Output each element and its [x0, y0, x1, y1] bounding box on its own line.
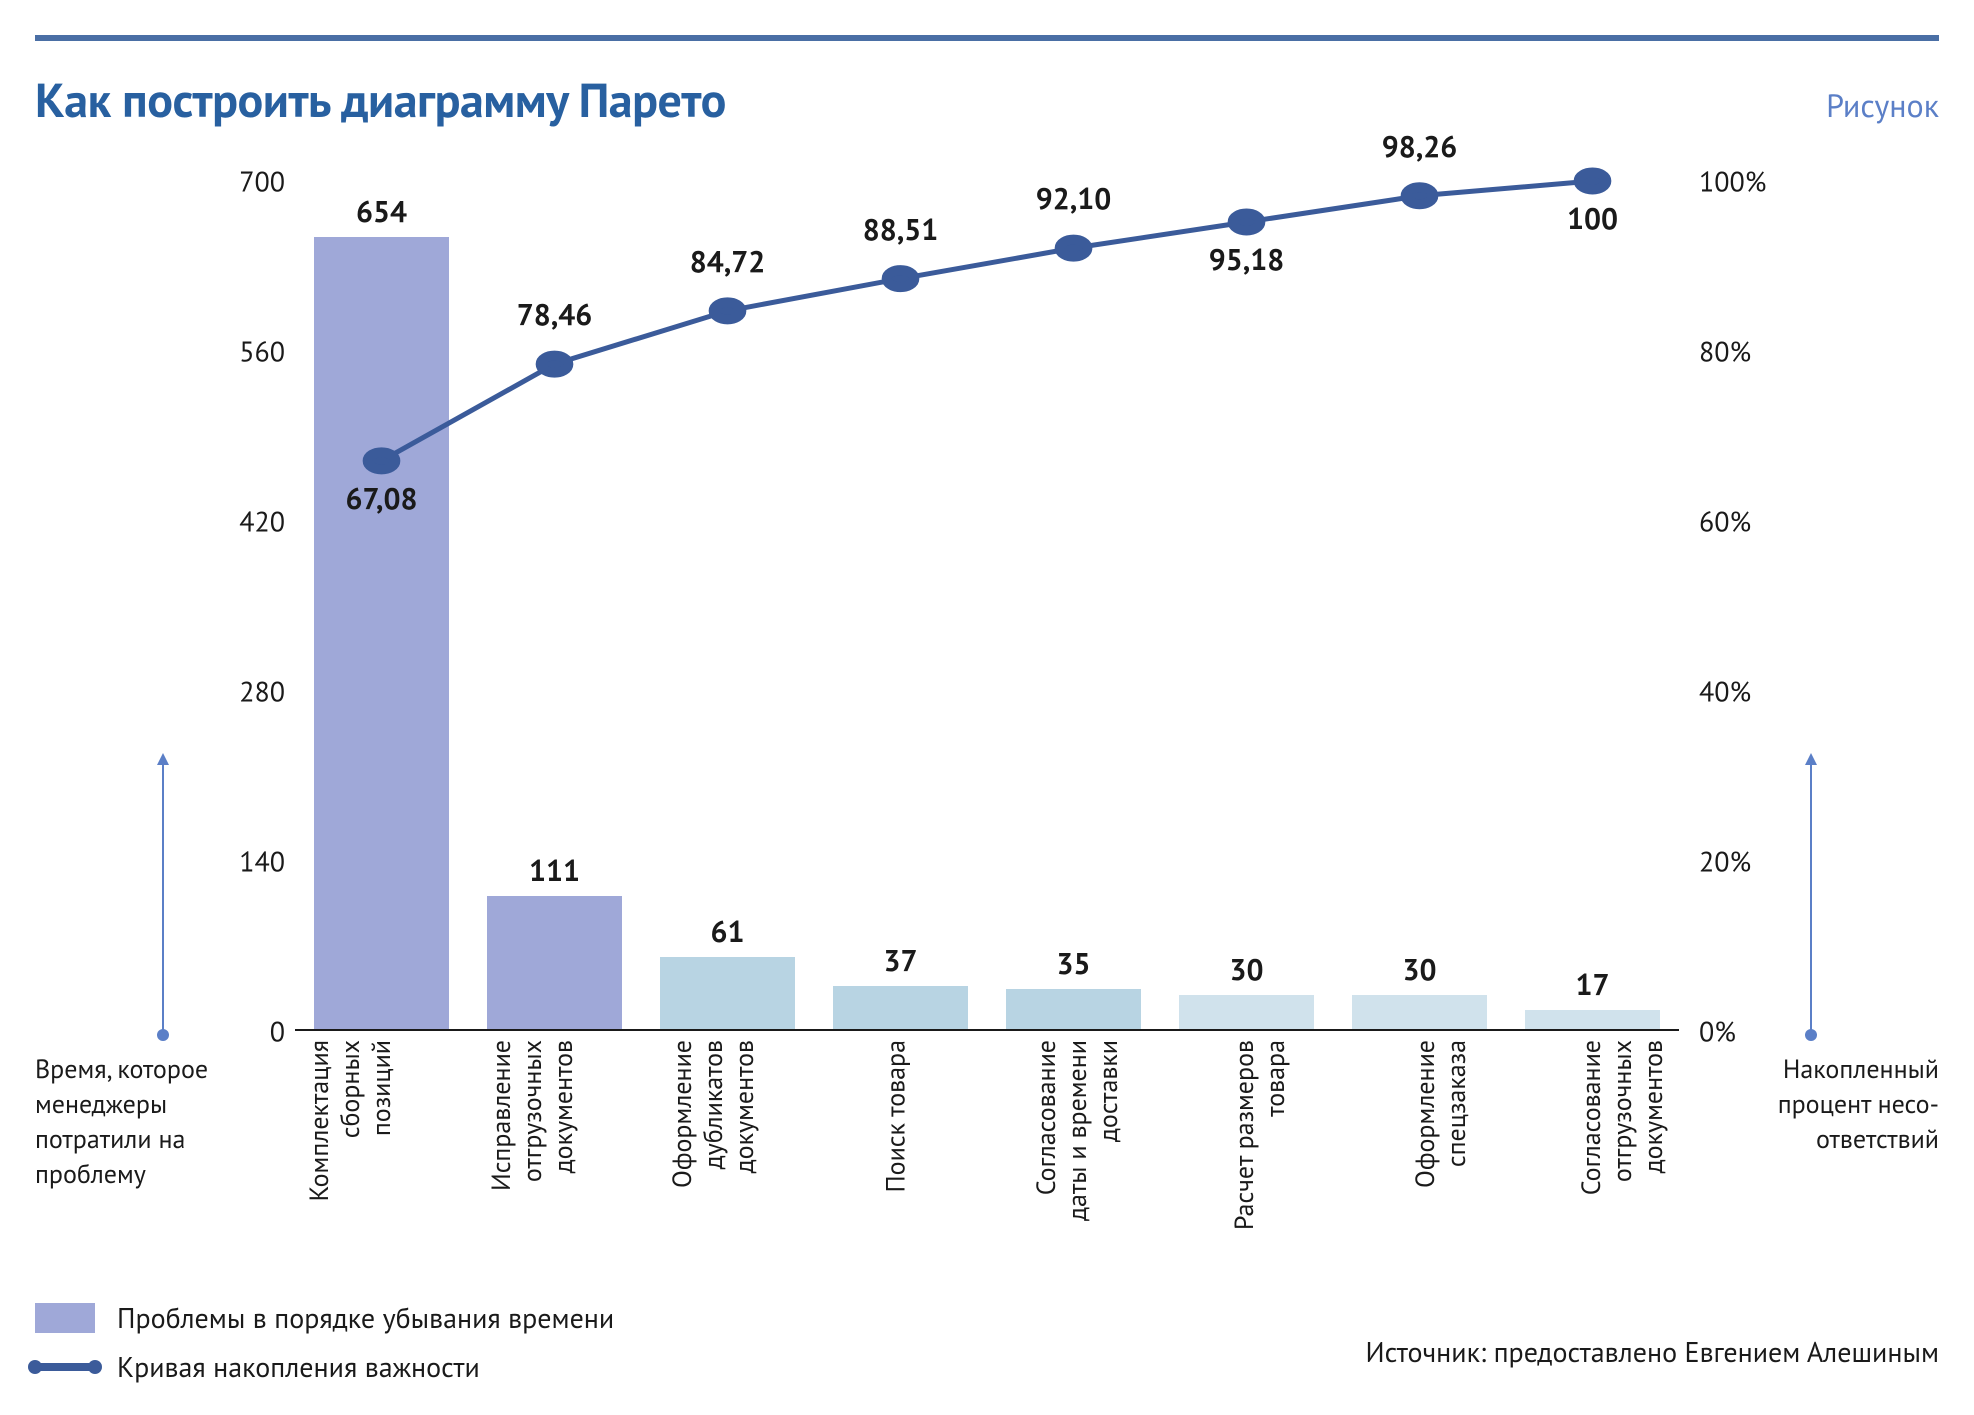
y-left-tick: 0	[195, 1013, 285, 1050]
line-value-label: 92,10	[1036, 179, 1112, 232]
line-value-label: 84,72	[690, 242, 766, 295]
left-axis-arrow	[162, 755, 164, 1035]
line-marker	[1233, 213, 1261, 230]
legend-bar-row: Проблемы в порядке убывания времени	[35, 1299, 614, 1336]
top-rule	[35, 35, 1939, 41]
line-value-label: 98,26	[1382, 127, 1458, 180]
source-note: Источник: предоставлено Евгением Алешины…	[1366, 1333, 1940, 1370]
y-right-tick: 0%	[1699, 1013, 1789, 1050]
y-right-tick: 40%	[1699, 673, 1789, 710]
right-axis-arrow	[1810, 755, 1812, 1035]
x-axis-baseline	[295, 1029, 1679, 1031]
header-row: Как построить диаграмму Парето Рисунок	[35, 69, 1939, 131]
line-value-label: 78,46	[517, 295, 593, 348]
line-marker	[1579, 173, 1607, 190]
line-marker	[1060, 240, 1088, 257]
line-marker	[714, 302, 742, 319]
y-left-tick: 280	[195, 673, 285, 710]
legend-bar-label: Проблемы в порядке убывания времени	[117, 1299, 614, 1336]
legend-bar-swatch	[35, 1303, 95, 1333]
y-right-tick: 80%	[1699, 333, 1789, 370]
legend-line-swatch	[35, 1363, 95, 1371]
y-right-tick: 60%	[1699, 503, 1789, 540]
line-marker	[541, 356, 569, 373]
y-left-tick: 140	[195, 843, 285, 880]
y-right-tick: 100%	[1699, 163, 1789, 200]
y-left-tick: 560	[195, 333, 285, 370]
line-marker	[368, 452, 396, 469]
legend: Проблемы в порядке убывания времени Крив…	[35, 1287, 614, 1385]
page-title: Как построить диаграмму Парето	[35, 69, 726, 131]
line-value-label: 88,51	[863, 210, 939, 263]
line-marker	[887, 270, 915, 287]
legend-line-row: Кривая накопления важности	[35, 1348, 614, 1385]
line-value-label: 67,08	[345, 479, 417, 532]
y-right-tick: 20%	[1699, 843, 1789, 880]
figure-label: Рисунок	[1826, 84, 1939, 126]
line-value-label: 100	[1567, 199, 1618, 252]
y-left-tick: 420	[195, 503, 285, 540]
pareto-chart: 654111613735303017 01402804205607000%20%…	[195, 161, 1779, 1031]
legend-line-label: Кривая накопления важности	[117, 1348, 480, 1385]
line-marker	[1406, 187, 1434, 204]
line-value-label: 95,18	[1209, 240, 1285, 293]
left-axis-note: Время, которое менеджеры потратили на пр…	[35, 1052, 215, 1192]
y-left-tick: 700	[195, 163, 285, 200]
right-axis-note: Накоплен­ный про­цент несо­ответствий	[1749, 1052, 1939, 1157]
